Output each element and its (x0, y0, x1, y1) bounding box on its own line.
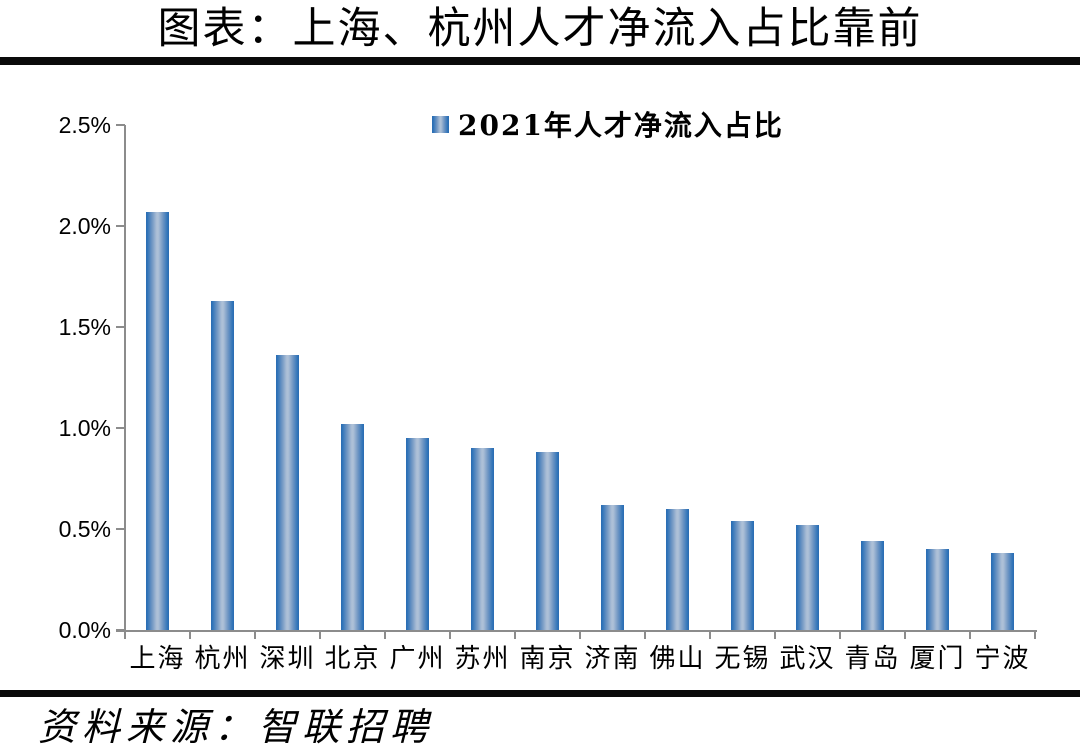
bar-苏州 (471, 448, 494, 630)
x-tick (839, 630, 841, 639)
legend-label: 2021年人才净流入占比 (458, 109, 784, 142)
bar-佛山 (666, 509, 689, 630)
bar-武汉 (796, 525, 819, 630)
bar-厦门 (926, 549, 949, 630)
x-axis-line (116, 630, 1037, 632)
chart-legend: 2021年人才净流入占比 (432, 107, 784, 142)
y-axis-tick-label: 1.5% (58, 314, 111, 340)
bottom-divider (0, 690, 1080, 697)
x-axis-label-上海: 上海 (129, 644, 186, 674)
y-axis-tick-label: 0.5% (58, 516, 111, 542)
x-axis-label-厦门: 厦门 (909, 644, 966, 674)
x-axis-label-济南: 济南 (584, 644, 641, 674)
x-tick (709, 630, 711, 639)
x-tick (904, 630, 906, 639)
y-axis-tick-label: 0.0% (58, 617, 111, 643)
bar-北京 (341, 424, 364, 630)
x-tick (644, 630, 646, 639)
x-axis-label-苏州: 苏州 (454, 644, 511, 674)
x-axis-label-青岛: 青岛 (844, 644, 901, 674)
x-tick (189, 630, 191, 639)
x-axis-label-宁波: 宁波 (974, 644, 1031, 674)
x-axis-label-杭州: 杭州 (194, 644, 251, 674)
y-axis-tick-label: 2.0% (58, 213, 111, 239)
y-axis-line (124, 125, 126, 632)
bar-青岛 (861, 541, 884, 630)
x-tick (514, 630, 516, 639)
bar-深圳 (276, 355, 299, 630)
y-tick (116, 225, 125, 227)
bar-上海 (146, 212, 169, 630)
x-tick (969, 630, 971, 639)
y-tick (116, 124, 125, 126)
bar-济南 (601, 505, 624, 630)
x-tick (449, 630, 451, 639)
x-axis-label-武汉: 武汉 (779, 644, 836, 674)
y-tick (116, 326, 125, 328)
x-tick (384, 630, 386, 639)
bar-杭州 (211, 301, 234, 630)
x-axis-label-北京: 北京 (324, 644, 381, 674)
x-tick (1034, 630, 1036, 639)
chart-title: 图表：上海、杭州人才净流入占比靠前 (157, 4, 923, 54)
y-tick (116, 528, 125, 530)
x-tick (319, 630, 321, 639)
x-tick (254, 630, 256, 639)
y-tick (116, 629, 125, 631)
bar-宁波 (991, 553, 1014, 630)
x-axis-label-广州: 广州 (389, 644, 446, 674)
legend-marker-icon (432, 115, 449, 133)
x-tick (124, 630, 126, 639)
x-axis-label-南京: 南京 (519, 644, 576, 674)
bar-无锡 (731, 521, 754, 630)
x-axis-label-深圳: 深圳 (259, 644, 316, 674)
x-axis-label-无锡: 无锡 (714, 644, 771, 674)
y-tick (116, 427, 125, 429)
top-divider (0, 57, 1080, 65)
bar-广州 (406, 438, 429, 630)
x-tick (774, 630, 776, 639)
x-tick (579, 630, 581, 639)
y-axis-tick-label: 1.0% (58, 415, 111, 441)
bar-南京 (536, 452, 559, 630)
x-axis-label-佛山: 佛山 (649, 644, 706, 674)
source-note: 资料来源：智联招聘 (38, 705, 435, 749)
y-axis-tick-label: 2.5% (58, 112, 111, 138)
